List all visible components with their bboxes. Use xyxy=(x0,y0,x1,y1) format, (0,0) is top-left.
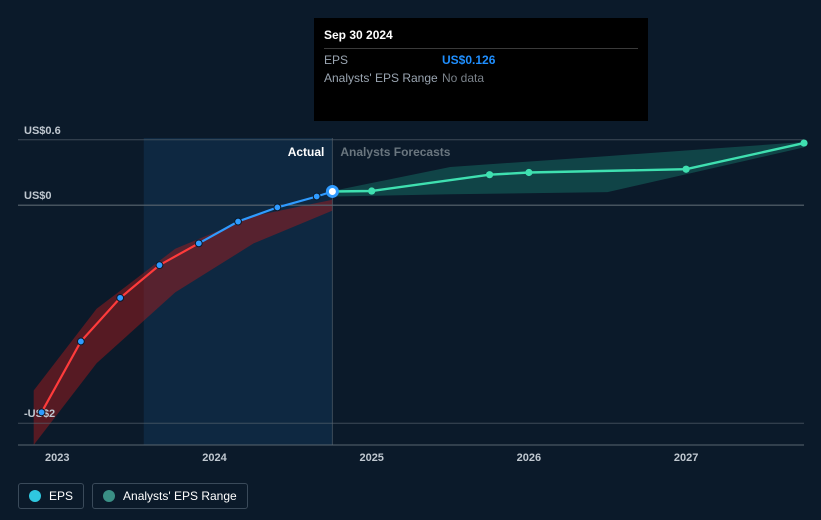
svg-text:US$0.6: US$0.6 xyxy=(24,125,61,137)
tooltip-row-range: Analysts' EPS Range No data xyxy=(324,67,638,85)
legend-item-range[interactable]: Analysts' EPS Range xyxy=(92,483,248,509)
chart-legend: EPS Analysts' EPS Range xyxy=(18,483,248,509)
eps-forecast-chart: US$0.6US$0-US$220232024202520262027Actua… xyxy=(0,0,821,520)
tooltip-label: Analysts' EPS Range xyxy=(324,71,442,85)
tooltip-label: EPS xyxy=(324,53,442,67)
chart-tooltip: Sep 30 2024 EPS US$0.126 Analysts' EPS R… xyxy=(314,18,648,121)
tooltip-date: Sep 30 2024 xyxy=(324,28,638,49)
svg-text:2027: 2027 xyxy=(674,452,698,464)
svg-text:US$0: US$0 xyxy=(24,190,52,202)
legend-label: EPS xyxy=(49,489,73,503)
legend-swatch xyxy=(103,490,115,502)
svg-text:2024: 2024 xyxy=(202,452,227,464)
tooltip-value: No data xyxy=(442,71,484,85)
legend-label: Analysts' EPS Range xyxy=(123,489,237,503)
svg-text:Analysts Forecasts: Analysts Forecasts xyxy=(340,145,450,159)
tooltip-value: US$0.126 xyxy=(442,53,495,67)
tooltip-row-eps: EPS US$0.126 xyxy=(324,49,638,67)
legend-item-eps[interactable]: EPS xyxy=(18,483,84,509)
svg-text:2023: 2023 xyxy=(45,452,69,464)
svg-text:Actual: Actual xyxy=(288,145,325,159)
svg-text:2026: 2026 xyxy=(517,452,541,464)
svg-text:2025: 2025 xyxy=(359,452,383,464)
legend-swatch xyxy=(29,490,41,502)
